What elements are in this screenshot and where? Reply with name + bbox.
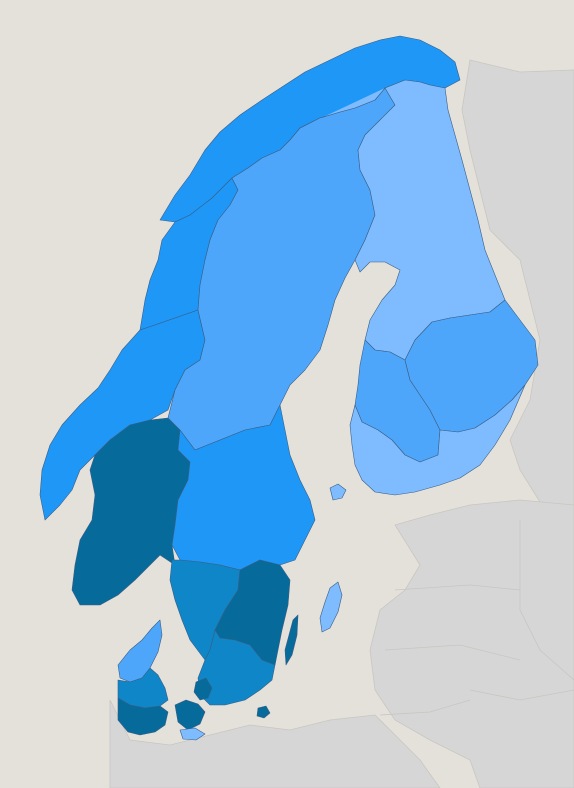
region-gotland[interactable]: [319, 581, 343, 633]
norway: [39, 35, 461, 606]
border-latvia-lithuania: [384, 644, 521, 661]
region-central-sweden[interactable]: [171, 404, 316, 571]
region-aland-islands[interactable]: [329, 483, 347, 501]
baltic-states-land: [369, 499, 574, 788]
border-russia-baltic: [519, 520, 574, 681]
border-poland-russia: [379, 699, 471, 716]
border-estonia-latvia: [394, 584, 521, 591]
border-lithuania-belarus: [469, 689, 574, 701]
region-capital-region-denmark[interactable]: [193, 677, 213, 701]
region-north-jutland[interactable]: [117, 619, 163, 683]
denmark: [117, 619, 213, 741]
finland: [299, 79, 539, 501]
sweden: [167, 87, 396, 719]
region-bornholm[interactable]: [256, 705, 271, 719]
neighbor-countries: [109, 59, 574, 788]
region-south-denmark[interactable]: [117, 697, 169, 736]
region-oland[interactable]: [284, 614, 299, 666]
region-south-sweden[interactable]: [197, 629, 276, 706]
region-eastern-finland[interactable]: [404, 299, 539, 433]
region-southern-finland[interactable]: [349, 384, 526, 496]
region-zealand[interactable]: [174, 699, 206, 731]
central-europe-land: [109, 699, 441, 788]
region-lolland-falster[interactable]: [179, 727, 206, 741]
